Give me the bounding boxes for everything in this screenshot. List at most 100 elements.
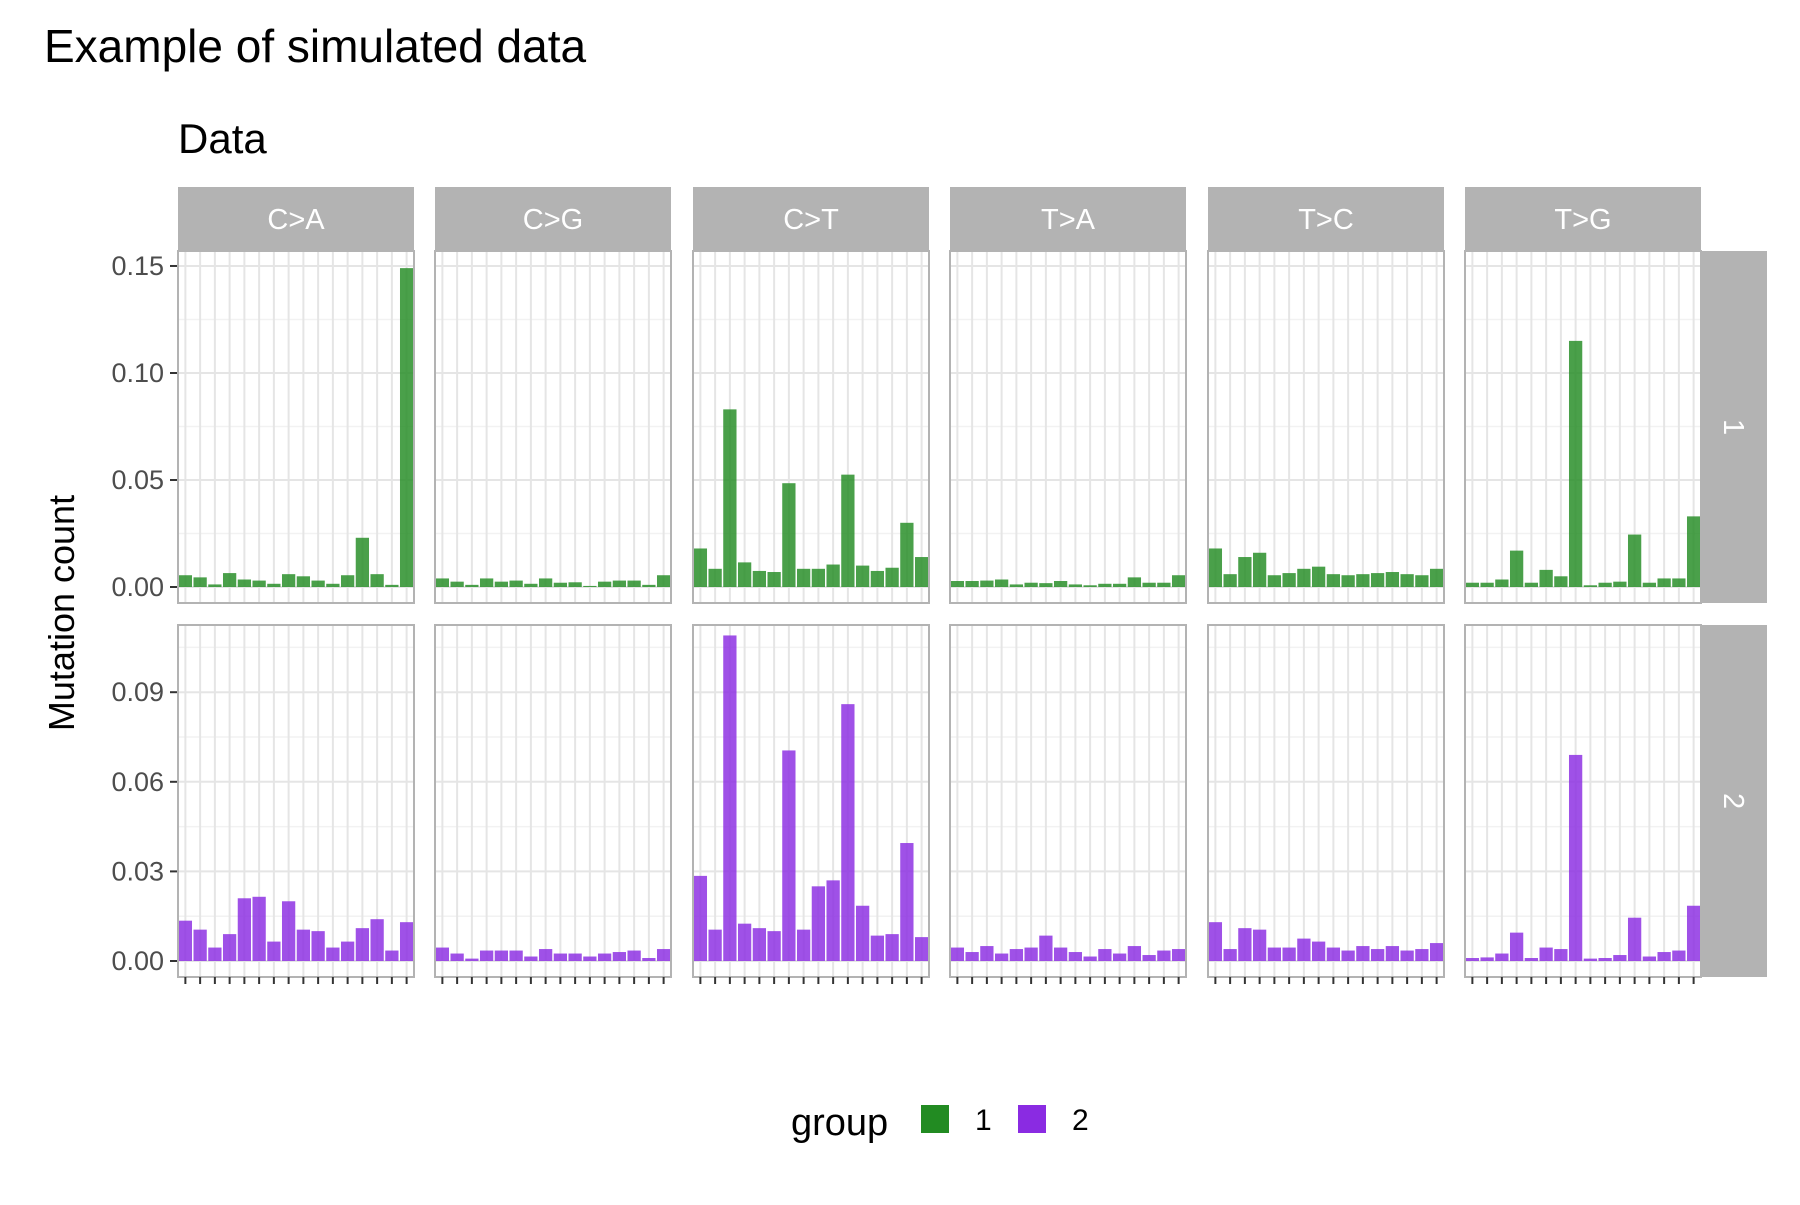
bar: [796, 929, 811, 961]
bar: [1672, 578, 1686, 587]
bar: [1598, 582, 1612, 587]
bar: [494, 581, 509, 587]
bar: [1142, 955, 1156, 961]
bar: [723, 635, 737, 961]
bar: [980, 946, 994, 961]
facet-strip-C>T: [693, 187, 929, 251]
bar: [737, 562, 752, 587]
bar: [1326, 574, 1341, 587]
bar: [767, 572, 781, 587]
bar: [1171, 949, 1186, 961]
bar: [326, 947, 340, 961]
bar: [1613, 955, 1627, 961]
bar: [1297, 568, 1311, 587]
bar: [627, 950, 641, 961]
panel-border: [949, 624, 1187, 978]
bar: [1400, 950, 1414, 961]
panel-1-C>G: [434, 250, 672, 604]
bar: [370, 574, 384, 587]
facet-strip-label: C>T: [783, 204, 839, 236]
bar: [1083, 956, 1097, 961]
panel-border: [177, 250, 415, 604]
bar: [1223, 949, 1237, 961]
bar: [1326, 947, 1341, 961]
bar: [267, 583, 281, 587]
panel-2-T>G: [1464, 624, 1702, 984]
bar: [1238, 557, 1252, 587]
panel-1-C>A: [177, 250, 415, 604]
panel-border: [434, 624, 672, 978]
panel-border: [1207, 250, 1445, 604]
bar: [811, 568, 826, 587]
bar: [1311, 941, 1326, 961]
bar: [914, 557, 929, 587]
bar: [1539, 947, 1553, 961]
bar: [208, 947, 222, 961]
bar: [900, 843, 914, 961]
bar: [1686, 905, 1701, 961]
bar: [1415, 949, 1429, 961]
chart-subtitle: Data: [178, 115, 267, 162]
bar: [1598, 958, 1612, 961]
bar: [1267, 947, 1282, 961]
bar: [994, 579, 1009, 587]
bar: [612, 580, 627, 587]
bar: [538, 578, 553, 587]
row-strip-2: [1701, 625, 1767, 977]
bar: [281, 901, 296, 961]
bar: [1370, 949, 1385, 961]
bar: [583, 585, 597, 587]
bar: [1223, 574, 1237, 587]
bar: [435, 947, 450, 961]
legend-label-1: 1: [975, 1104, 992, 1137]
facet-strip-T>G: [1465, 187, 1701, 251]
bar: [1509, 550, 1524, 587]
bar: [1385, 572, 1400, 587]
panel-border: [1464, 250, 1702, 604]
bar: [627, 580, 641, 587]
panel-border: [434, 250, 672, 604]
bar: [1524, 582, 1539, 587]
bar: [1642, 582, 1657, 587]
bar: [708, 568, 722, 587]
y-tick-label: 0.15: [111, 251, 164, 281]
y-tick-label: 0.09: [111, 677, 164, 707]
panel-border: [1464, 624, 1702, 978]
bar: [237, 898, 252, 961]
bar: [553, 953, 568, 961]
bar: [612, 952, 627, 961]
bar: [193, 929, 207, 961]
bar: [524, 583, 538, 587]
bar: [950, 581, 965, 587]
bar: [1613, 581, 1627, 587]
bar: [1282, 573, 1296, 587]
panels-layer: C>A C>G C>T T>A T>C T>G Mutation count 1 0.00 0.0…: [41, 187, 1767, 984]
bar: [642, 958, 656, 961]
bar: [1415, 575, 1429, 587]
bar: [950, 947, 965, 961]
bar: [1627, 917, 1642, 961]
bar: [900, 522, 914, 587]
bar: [1127, 946, 1142, 961]
bar: [782, 750, 796, 961]
bar: [1053, 947, 1068, 961]
panel-border: [949, 250, 1187, 604]
bar: [723, 409, 737, 587]
bar: [1465, 958, 1480, 961]
panel-2-C>T: [692, 624, 930, 984]
bar: [1009, 584, 1024, 587]
panel-border: [1207, 624, 1445, 978]
bar: [752, 570, 767, 587]
panel-border: [692, 250, 930, 604]
bar: [1252, 929, 1267, 961]
bar: [994, 953, 1009, 961]
bar: [1208, 922, 1223, 961]
bar: [178, 575, 193, 587]
bar: [1098, 583, 1112, 587]
bar: [252, 896, 266, 961]
panel-2-T>C: [1207, 624, 1445, 984]
bar: [355, 928, 370, 961]
facet-strip-C>A: [178, 187, 414, 251]
